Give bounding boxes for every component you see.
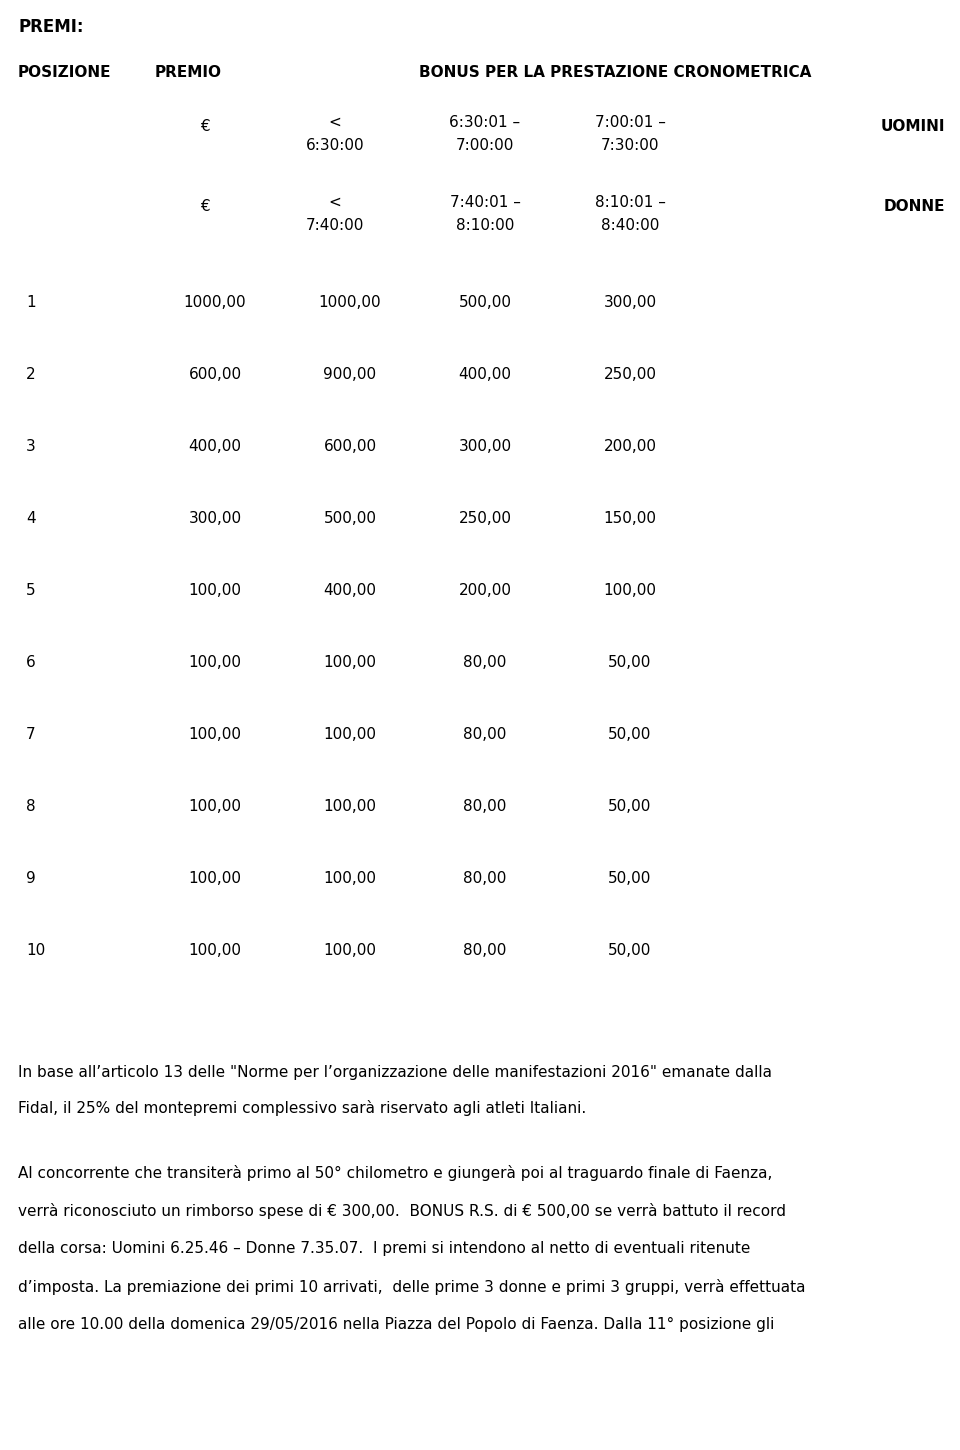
Text: POSIZIONE: POSIZIONE — [18, 65, 111, 80]
Text: 9: 9 — [26, 871, 36, 886]
Text: 7:00:00: 7:00:00 — [456, 138, 515, 154]
Text: 300,00: 300,00 — [604, 294, 657, 310]
Text: 100,00: 100,00 — [604, 583, 657, 597]
Text: €: € — [201, 199, 210, 215]
Text: 100,00: 100,00 — [324, 871, 376, 886]
Text: 300,00: 300,00 — [188, 510, 242, 526]
Text: UOMINI: UOMINI — [880, 119, 945, 133]
Text: 250,00: 250,00 — [459, 510, 512, 526]
Text: 80,00: 80,00 — [464, 942, 507, 958]
Text: <: < — [328, 115, 342, 130]
Text: 6:30:00: 6:30:00 — [305, 138, 364, 154]
Text: 100,00: 100,00 — [188, 655, 242, 670]
Text: 600,00: 600,00 — [188, 367, 242, 381]
Text: Fidal, il 25% del montepremi complessivo sarà riservato agli atleti Italiani.: Fidal, il 25% del montepremi complessivo… — [18, 1101, 587, 1116]
Text: 100,00: 100,00 — [324, 655, 376, 670]
Text: 100,00: 100,00 — [188, 583, 242, 597]
Text: 2: 2 — [26, 367, 36, 381]
Text: 80,00: 80,00 — [464, 726, 507, 742]
Text: 150,00: 150,00 — [604, 510, 657, 526]
Text: 7:00:01 –: 7:00:01 – — [594, 115, 665, 130]
Text: 80,00: 80,00 — [464, 799, 507, 813]
Text: 8:40:00: 8:40:00 — [601, 218, 660, 233]
Text: 8: 8 — [26, 799, 36, 813]
Text: 7: 7 — [26, 726, 36, 742]
Text: 4: 4 — [26, 510, 36, 526]
Text: della corsa: Uomini 6.25.46 – Donne 7.35.07.  I premi si intendono al netto di e: della corsa: Uomini 6.25.46 – Donne 7.35… — [18, 1241, 751, 1256]
Text: PREMIO: PREMIO — [155, 65, 222, 80]
Text: 600,00: 600,00 — [324, 439, 376, 454]
Text: 250,00: 250,00 — [604, 367, 657, 381]
Text: 500,00: 500,00 — [324, 510, 376, 526]
Text: 400,00: 400,00 — [188, 439, 242, 454]
Text: 200,00: 200,00 — [459, 583, 512, 597]
Text: In base all’articolo 13 delle "Norme per l’organizzazione delle manifestazioni 2: In base all’articolo 13 delle "Norme per… — [18, 1064, 772, 1080]
Text: PREMI:: PREMI: — [18, 17, 84, 36]
Text: 500,00: 500,00 — [459, 294, 512, 310]
Text: 8:10:01 –: 8:10:01 – — [594, 194, 665, 210]
Text: 8:10:00: 8:10:00 — [456, 218, 515, 233]
Text: 400,00: 400,00 — [459, 367, 512, 381]
Text: 80,00: 80,00 — [464, 655, 507, 670]
Text: 6:30:01 –: 6:30:01 – — [449, 115, 520, 130]
Text: 50,00: 50,00 — [609, 726, 652, 742]
Text: 50,00: 50,00 — [609, 942, 652, 958]
Text: 5: 5 — [26, 583, 36, 597]
Text: 7:40:01 –: 7:40:01 – — [449, 194, 520, 210]
Text: <: < — [328, 194, 342, 210]
Text: 100,00: 100,00 — [188, 942, 242, 958]
Text: 200,00: 200,00 — [604, 439, 657, 454]
Text: 400,00: 400,00 — [324, 583, 376, 597]
Text: 1000,00: 1000,00 — [319, 294, 381, 310]
Text: 6: 6 — [26, 655, 36, 670]
Text: BONUS PER LA PRESTAZIONE CRONOMETRICA: BONUS PER LA PRESTAZIONE CRONOMETRICA — [419, 65, 811, 80]
Text: Al concorrente che transiterà primo al 50° chilometro e giungerà poi al traguard: Al concorrente che transiterà primo al 5… — [18, 1164, 773, 1180]
Text: verrà riconosciuto un rimborso spese di € 300,00.  BONUS R.S. di € 500,00 se ver: verrà riconosciuto un rimborso spese di … — [18, 1204, 786, 1219]
Text: d’imposta. La premiazione dei primi 10 arrivati,  delle prime 3 donne e primi 3 : d’imposta. La premiazione dei primi 10 a… — [18, 1279, 805, 1295]
Text: 300,00: 300,00 — [459, 439, 512, 454]
Text: 100,00: 100,00 — [188, 726, 242, 742]
Text: 100,00: 100,00 — [188, 799, 242, 813]
Text: DONNE: DONNE — [883, 199, 945, 215]
Text: 100,00: 100,00 — [324, 726, 376, 742]
Text: €: € — [201, 119, 210, 133]
Text: 1000,00: 1000,00 — [183, 294, 247, 310]
Text: 50,00: 50,00 — [609, 799, 652, 813]
Text: 100,00: 100,00 — [324, 799, 376, 813]
Text: 7:40:00: 7:40:00 — [306, 218, 364, 233]
Text: 50,00: 50,00 — [609, 655, 652, 670]
Text: 1: 1 — [26, 294, 36, 310]
Text: 100,00: 100,00 — [188, 871, 242, 886]
Text: 7:30:00: 7:30:00 — [601, 138, 660, 154]
Text: alle ore 10.00 della domenica 29/05/2016 nella Piazza del Popolo di Faenza. Dall: alle ore 10.00 della domenica 29/05/2016… — [18, 1317, 775, 1333]
Text: 80,00: 80,00 — [464, 871, 507, 886]
Text: 10: 10 — [26, 942, 45, 958]
Text: 50,00: 50,00 — [609, 871, 652, 886]
Text: 3: 3 — [26, 439, 36, 454]
Text: 100,00: 100,00 — [324, 942, 376, 958]
Text: 900,00: 900,00 — [324, 367, 376, 381]
